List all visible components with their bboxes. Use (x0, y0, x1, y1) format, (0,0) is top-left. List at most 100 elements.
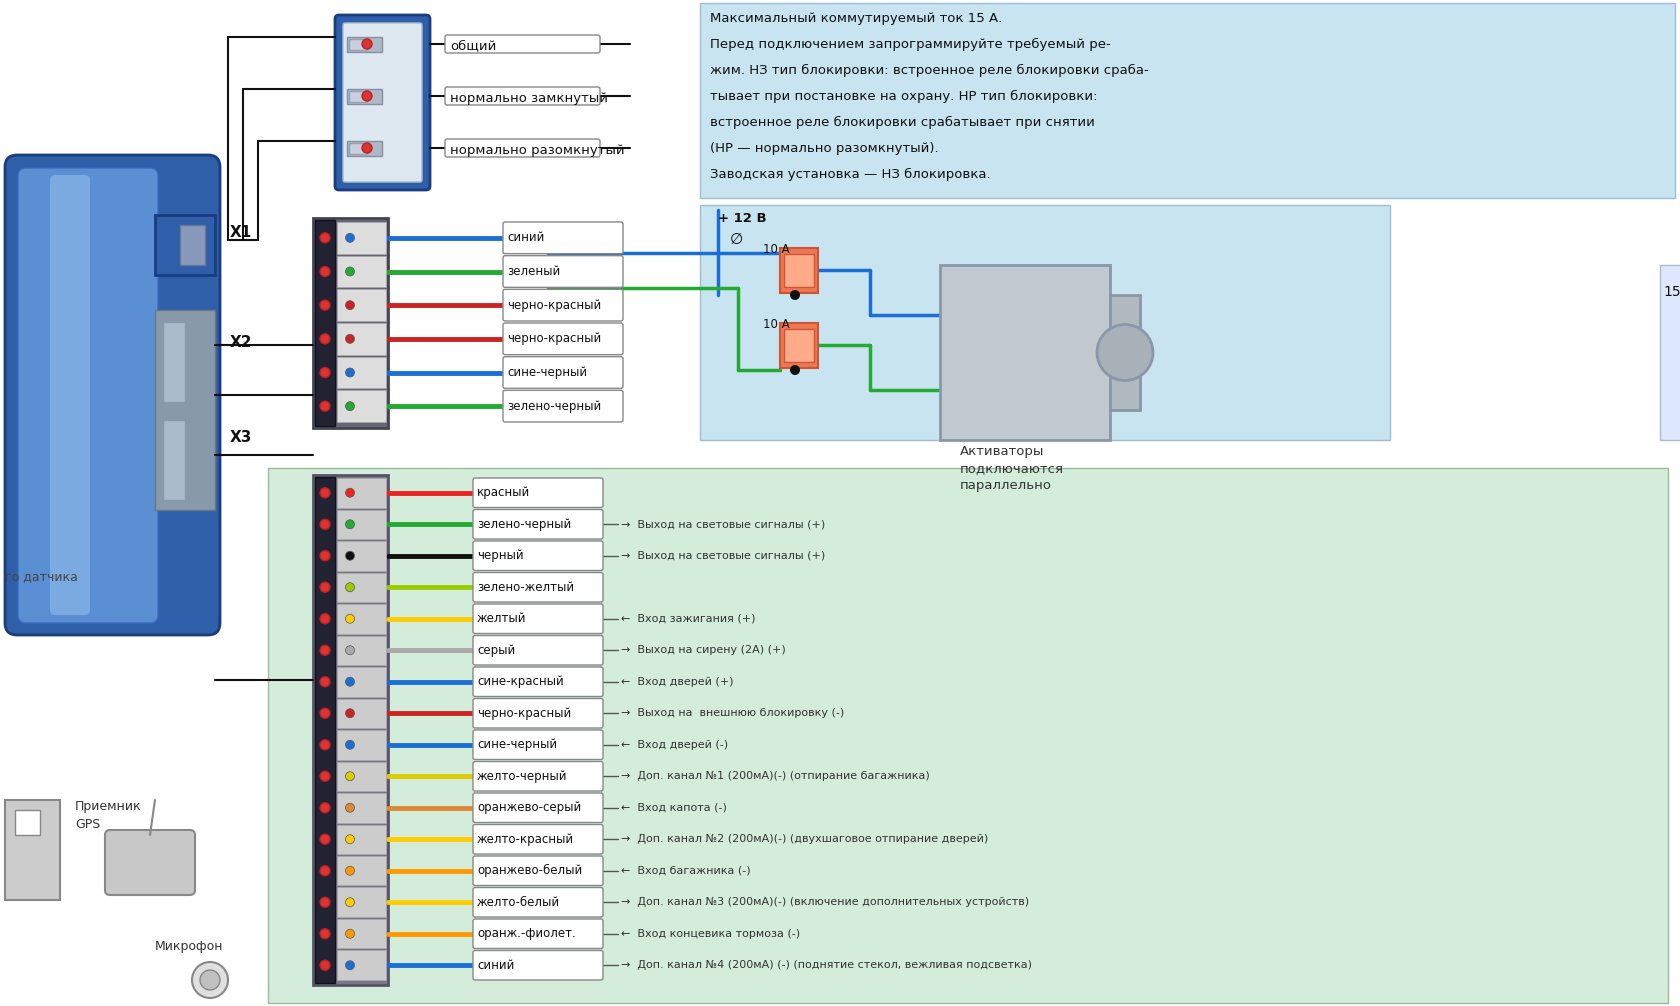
Text: X1: X1 (230, 225, 252, 240)
Bar (349, 39, 366, 50)
FancyBboxPatch shape (472, 856, 603, 885)
Circle shape (346, 646, 354, 655)
Circle shape (319, 929, 329, 939)
Circle shape (346, 520, 354, 529)
Circle shape (346, 615, 354, 624)
Text: GPS: GPS (76, 818, 101, 831)
Circle shape (346, 368, 354, 377)
Bar (163, 322, 185, 402)
Circle shape (346, 488, 354, 497)
Bar (336, 256, 386, 288)
Text: тывает при постановке на охрану. НР тип блокировки:: тывает при постановке на охрану. НР тип … (709, 90, 1097, 103)
Circle shape (346, 866, 354, 875)
Circle shape (319, 267, 329, 277)
Circle shape (346, 961, 354, 970)
Text: Заводская установка — НЗ блокировка.: Заводская установка — НЗ блокировка. (709, 168, 990, 181)
Bar (783, 254, 813, 287)
Text: параллельно: параллельно (959, 479, 1052, 492)
Bar (346, 141, 381, 156)
FancyBboxPatch shape (472, 604, 603, 634)
Circle shape (319, 334, 329, 344)
FancyBboxPatch shape (472, 825, 603, 854)
Bar (336, 604, 386, 634)
Bar (346, 37, 381, 52)
Text: ←  Вход концевика тормоза (-): ← Вход концевика тормоза (-) (620, 929, 800, 939)
Text: зелено-желтый: зелено-желтый (477, 580, 575, 594)
Circle shape (200, 970, 220, 990)
Text: 10 А: 10 А (763, 318, 790, 331)
Text: →  Доп. канал №2 (200мА)(-) (двухшаговое отпирание дверей): → Доп. канал №2 (200мА)(-) (двухшаговое … (620, 834, 988, 844)
FancyBboxPatch shape (5, 155, 220, 635)
Circle shape (319, 834, 329, 844)
Text: встроенное реле блокировки срабатывает при снятии: встроенное реле блокировки срабатывает п… (709, 116, 1094, 129)
Circle shape (346, 551, 354, 560)
Circle shape (346, 267, 354, 276)
Text: серый: серый (477, 644, 516, 657)
Text: нормально разомкнутый: нормально разомкнутый (450, 144, 625, 157)
FancyBboxPatch shape (343, 23, 422, 182)
Circle shape (319, 614, 329, 624)
FancyBboxPatch shape (502, 390, 623, 422)
Bar (336, 762, 386, 791)
Circle shape (319, 488, 329, 498)
Text: Перед подключением запрограммируйте требуемый ре-: Перед подключением запрограммируйте треб… (709, 38, 1110, 51)
Circle shape (361, 91, 371, 101)
Bar (314, 220, 334, 426)
Circle shape (346, 740, 354, 749)
Text: го датчика: го датчика (5, 570, 77, 583)
Circle shape (319, 519, 329, 529)
FancyBboxPatch shape (472, 919, 603, 949)
Circle shape (319, 300, 329, 310)
Circle shape (1097, 325, 1152, 380)
Circle shape (319, 232, 329, 242)
Circle shape (346, 835, 354, 844)
Circle shape (319, 739, 329, 749)
Bar (336, 390, 386, 422)
Bar (336, 793, 386, 823)
Text: черно-красный: черно-красный (477, 707, 571, 719)
Bar (699, 205, 1389, 440)
FancyBboxPatch shape (472, 730, 603, 760)
Text: желто-белый: желто-белый (477, 895, 559, 908)
Bar (163, 420, 185, 500)
Text: ←  Вход зажигания (+): ← Вход зажигания (+) (620, 614, 754, 624)
Bar (155, 310, 215, 510)
Bar (346, 89, 381, 104)
Circle shape (319, 897, 329, 907)
Text: X2: X2 (230, 335, 252, 350)
Text: желто-черный: желто-черный (477, 770, 568, 783)
Bar (780, 248, 818, 293)
Text: нормально замкнутый: нормально замкнутый (450, 92, 608, 105)
FancyBboxPatch shape (502, 256, 623, 288)
FancyBboxPatch shape (445, 139, 600, 157)
Circle shape (319, 401, 329, 411)
Text: →  Выход на  внешнюю блокировку (-): → Выход на внешнюю блокировку (-) (620, 708, 843, 718)
Bar (336, 572, 386, 602)
Text: подключаются: подключаются (959, 462, 1063, 475)
Text: зелено-черный: зелено-черный (477, 518, 571, 531)
Bar (336, 667, 386, 696)
FancyBboxPatch shape (472, 636, 603, 665)
FancyBboxPatch shape (472, 698, 603, 728)
Bar (336, 856, 386, 885)
Circle shape (790, 365, 800, 375)
FancyBboxPatch shape (334, 15, 430, 190)
Text: синий: синий (477, 959, 514, 972)
Text: + 12 В: + 12 В (717, 212, 766, 225)
FancyBboxPatch shape (50, 175, 91, 615)
Text: черно-красный: черно-красный (507, 332, 601, 345)
Text: →  Выход на световые сигналы (+): → Выход на световые сигналы (+) (620, 519, 825, 529)
Text: X3: X3 (230, 430, 252, 445)
Circle shape (319, 772, 329, 782)
FancyBboxPatch shape (472, 541, 603, 570)
Text: зелено-черный: зелено-черный (507, 399, 601, 412)
FancyBboxPatch shape (472, 572, 603, 602)
Circle shape (192, 962, 228, 998)
Text: 15: 15 (1662, 285, 1680, 299)
Circle shape (319, 367, 329, 377)
FancyBboxPatch shape (104, 830, 195, 895)
Bar (336, 825, 386, 854)
Circle shape (319, 708, 329, 718)
FancyBboxPatch shape (18, 168, 158, 623)
Circle shape (346, 709, 354, 717)
